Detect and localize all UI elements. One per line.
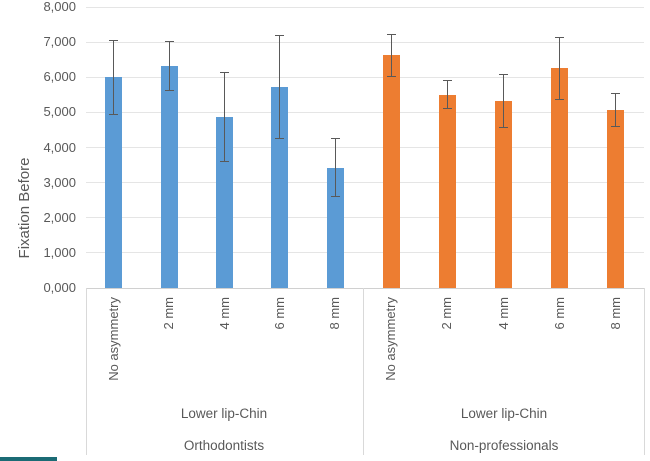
- y-tick-label: 2,000: [43, 209, 76, 225]
- error-bar-cap-bottom: [220, 161, 229, 163]
- error-bar-cap-bottom: [164, 89, 174, 91]
- bar-non-professionals-2-mm: [438, 94, 456, 288]
- error-bar-stem: [615, 93, 617, 128]
- error-bar-stem: [279, 35, 281, 140]
- group2-sublabel: Lower lip-Chin: [460, 406, 548, 421]
- x-category-label: No asymmetry: [383, 297, 399, 381]
- bar-orthodontists-4-mm: [216, 117, 233, 288]
- error-bar-stem: [334, 138, 336, 197]
- bar-orthodontists-no-asymmetry: [105, 77, 123, 288]
- error-bar-cap-bottom: [611, 126, 621, 128]
- group2-name: Non-professionals: [449, 438, 559, 453]
- gridline: [86, 182, 644, 184]
- error-bar-cap-top: [275, 35, 285, 37]
- error-bar-cap-top: [499, 73, 508, 75]
- error-bar-cap-top: [164, 41, 174, 43]
- x-category-label: 6 mm: [551, 297, 567, 330]
- gridline: [86, 111, 644, 113]
- gridline: [86, 76, 644, 78]
- error-bar-cap-top: [611, 93, 621, 95]
- error-bar: [330, 138, 340, 197]
- x-category-label: 2 mm: [439, 297, 455, 330]
- y-tick-label: 4,000: [43, 139, 76, 155]
- error-bar: [275, 35, 285, 140]
- bar-non-professionals-6-mm: [551, 68, 569, 288]
- error-bar: [386, 33, 396, 78]
- error-bar: [611, 93, 621, 128]
- error-bar: [164, 41, 174, 91]
- error-bar-cap-top: [220, 72, 229, 74]
- error-bar: [109, 39, 119, 115]
- error-bar: [555, 37, 565, 100]
- error-bar-stem: [168, 41, 170, 91]
- error-bar-cap-top: [330, 138, 340, 140]
- gridline: [86, 252, 644, 254]
- error-bar-cap-bottom: [442, 108, 452, 110]
- bar-non-professionals-no-asymmetry: [382, 55, 400, 288]
- y-tick-label: 5,000: [43, 104, 76, 120]
- error-bar-cap-top: [442, 80, 452, 82]
- error-bar-cap-top: [386, 33, 396, 35]
- y-tick-label: 6,000: [43, 69, 76, 85]
- y-tick-label: 1,000: [43, 244, 76, 260]
- error-bar: [442, 80, 452, 110]
- error-bar-cap-bottom: [555, 98, 565, 100]
- gridline: [86, 217, 644, 219]
- error-bar-cap-bottom: [275, 138, 285, 140]
- error-bar-cap-bottom: [330, 195, 340, 197]
- group1-name: Orthodontists: [183, 438, 265, 453]
- x-category-label: 6 mm: [271, 297, 287, 330]
- y-tick-label: 3,000: [43, 174, 76, 190]
- x-category-label: No asymmetry: [105, 297, 121, 381]
- group1-sublabel: Lower lip-Chin: [180, 406, 268, 421]
- error-bar-stem: [559, 37, 561, 100]
- error-bar-cap-bottom: [499, 126, 508, 128]
- x-category-label: 8 mm: [327, 297, 343, 330]
- bar-non-professionals-4-mm: [495, 100, 512, 288]
- cropped-page-fragment: [0, 457, 57, 461]
- y-tick-label: 7,000: [43, 34, 76, 50]
- error-bar-stem: [224, 72, 225, 163]
- y-tick-label: 0,000: [43, 280, 76, 295]
- category-divider-line: [363, 288, 364, 455]
- bar-orthodontists-6-mm: [271, 87, 289, 288]
- error-bar: [220, 72, 229, 163]
- error-bar-cap-bottom: [109, 113, 119, 115]
- x-axis-line: [86, 288, 644, 289]
- x-category-label: 4 mm: [495, 297, 511, 330]
- y-tick-label: 8,000: [43, 0, 76, 14]
- error-bar-stem: [390, 33, 392, 78]
- gridline: [86, 147, 644, 148]
- gridline: [86, 41, 644, 43]
- x-category-label: 2 mm: [161, 297, 177, 330]
- error-bar-stem: [446, 80, 448, 110]
- category-divider-line: [86, 288, 87, 455]
- error-bar: [499, 73, 508, 128]
- x-category-label: 8 mm: [607, 297, 623, 330]
- bar-orthodontists-2-mm: [160, 66, 178, 288]
- category-divider-line: [644, 288, 645, 455]
- error-bar-stem: [113, 39, 115, 115]
- gridline: [86, 6, 644, 8]
- error-bar-stem: [503, 73, 504, 128]
- x-category-label: 4 mm: [216, 297, 232, 330]
- error-bar-cap-top: [109, 39, 119, 41]
- error-bar-cap-bottom: [386, 76, 396, 78]
- bar-orthodontists-8-mm: [326, 167, 344, 288]
- error-bar-cap-top: [555, 37, 565, 39]
- bar-non-professionals-8-mm: [607, 110, 625, 288]
